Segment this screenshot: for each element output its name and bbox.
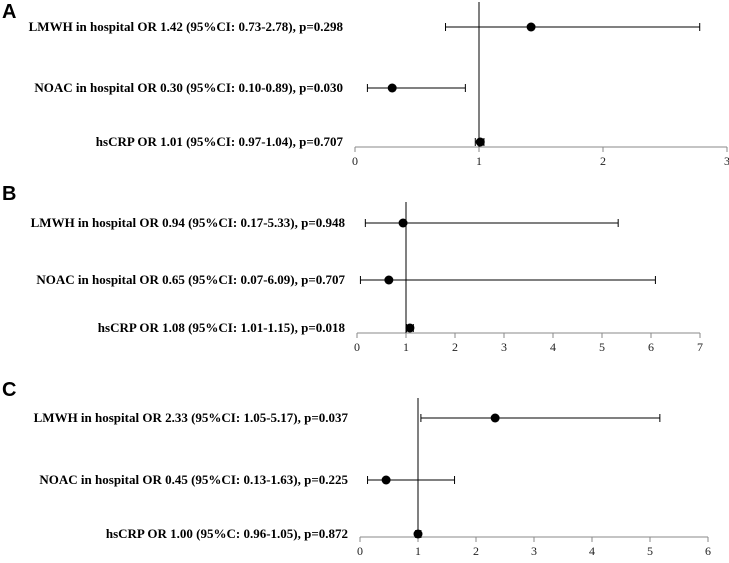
x-tick-label: 1 <box>476 154 482 168</box>
x-tick-label: 3 <box>531 544 537 558</box>
x-tick-label: 0 <box>352 154 358 168</box>
odds-ratio-point <box>475 137 485 147</box>
x-tick-label: 2 <box>473 544 479 558</box>
row-label: NOAC in hospital OR 0.45 (95%CI: 0.13-1.… <box>39 472 348 487</box>
panel-c: C 0 1 2 3 4 5 6 LMWH in hospital OR 2.33 (95%CI:… <box>2 379 711 558</box>
x-tick-label: 4 <box>589 544 595 558</box>
odds-ratio-point <box>526 22 536 32</box>
x-tick-label: 3 <box>724 154 729 168</box>
x-tick-label: 7 <box>697 340 703 354</box>
x-tick-label: 0 <box>354 340 360 354</box>
x-tick-label: 5 <box>647 544 653 558</box>
panel-letter: C <box>2 379 16 401</box>
row-label: LMWH in hospital OR 1.42 (95%CI: 0.73-2.… <box>29 19 344 34</box>
row-label: hsCRP OR 1.01 (95%CI: 0.97-1.04), p=0.70… <box>96 134 344 149</box>
x-tick-label: 6 <box>705 544 711 558</box>
odds-ratio-point <box>384 275 394 285</box>
odds-ratio-point <box>398 218 408 228</box>
odds-ratio-point <box>405 323 415 333</box>
odds-ratio-point <box>490 413 500 423</box>
x-tick-label: 3 <box>501 340 507 354</box>
x-tick-label: 6 <box>648 340 654 354</box>
x-tick-label: 5 <box>599 340 605 354</box>
row-label: hsCRP OR 1.08 (95%CI: 1.01-1.15), p=0.01… <box>98 320 346 335</box>
odds-ratio-point <box>387 83 397 93</box>
panel-letter: B <box>2 183 16 205</box>
panel-letter: A <box>2 1 16 23</box>
row-label: LMWH in hospital OR 2.33 (95%CI: 1.05-5.… <box>34 410 349 425</box>
row-label: NOAC in hospital OR 0.65 (95%CI: 0.07-6.… <box>36 272 345 287</box>
x-tick-label: 2 <box>452 340 458 354</box>
panel-b: B 0 1 2 3 4 5 6 7 LMWH in hospital OR 0.94 (95%CI… <box>2 183 703 354</box>
panel-a: A 0 1 2 3 LMWH in hospital OR 1.42 (95%CI: 0.… <box>2 1 729 168</box>
row-label: LMWH in hospital OR 0.94 (95%CI: 0.17-5.… <box>31 215 346 230</box>
x-tick-label: 4 <box>550 340 556 354</box>
odds-ratio-point <box>381 475 391 485</box>
x-tick-label: 1 <box>403 340 409 354</box>
x-tick-label: 0 <box>357 544 363 558</box>
x-tick-label: 2 <box>600 154 606 168</box>
x-tick-label: 1 <box>415 544 421 558</box>
odds-ratio-point <box>413 529 423 539</box>
row-label: NOAC in hospital OR 0.30 (95%CI: 0.10-0.… <box>34 80 343 95</box>
row-label: hsCRP OR 1.00 (95%C: 0.96-1.05), p=0.872 <box>106 526 348 541</box>
